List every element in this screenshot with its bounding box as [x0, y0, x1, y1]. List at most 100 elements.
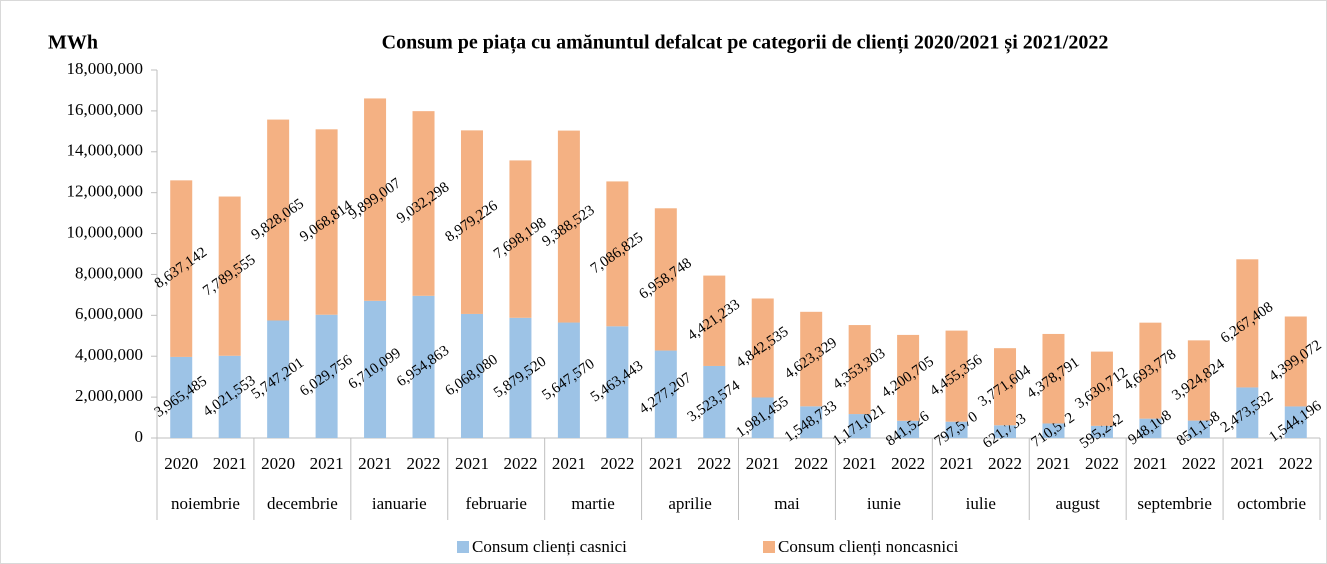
bar-segment [364, 300, 387, 438]
bar-segment [218, 355, 241, 438]
x-tick-label: 2022 [1085, 454, 1119, 473]
group-label: mai [774, 494, 800, 513]
bar-segment [1187, 340, 1210, 421]
bar-segment [364, 98, 387, 301]
x-tick-label: 2021 [358, 454, 392, 473]
group-label: ianuarie [372, 494, 427, 513]
x-tick-label: 2021 [1133, 454, 1167, 473]
bar-segment [1284, 316, 1307, 407]
x-tick-label: 2022 [600, 454, 634, 473]
y-tick-label: 8,000,000 [75, 263, 143, 282]
x-tick-label: 2021 [649, 454, 683, 473]
x-tick-label: 2021 [1230, 454, 1264, 473]
y-tick-label: 12,000,000 [67, 182, 144, 201]
bar-segment [654, 350, 677, 438]
bar-segment [1090, 351, 1113, 426]
bar-segment [897, 420, 920, 438]
bar-segment [994, 425, 1017, 438]
x-tick-label: 2021 [843, 454, 877, 473]
bar-segment [1042, 423, 1065, 438]
bar-segment [945, 421, 968, 438]
y-tick-label: 4,000,000 [75, 345, 143, 364]
x-tick-label: 2021 [940, 454, 974, 473]
group-label: noiembrie [171, 494, 240, 513]
bar-segment [606, 326, 629, 438]
bar-segment [654, 208, 677, 351]
bar-segment [800, 406, 823, 438]
bar-segment [1139, 418, 1162, 438]
bar-segment [848, 414, 871, 438]
bar-segment [751, 298, 774, 398]
x-tick-label: 2022 [503, 454, 537, 473]
group-label: aprilie [668, 494, 711, 513]
bar-segment [315, 314, 338, 438]
y-tick-label: 18,000,000 [67, 59, 144, 78]
bar-segment [1090, 425, 1113, 438]
group-label: martie [571, 494, 614, 513]
bar-segment [703, 275, 726, 366]
bar-segment [1139, 322, 1162, 419]
bar-segment [800, 311, 823, 407]
group-label: august [1056, 494, 1101, 513]
x-tick-label: 2020 [164, 454, 198, 473]
x-tick-label: 2021 [310, 454, 344, 473]
x-tick-label: 2021 [1036, 454, 1070, 473]
legend-label: Consum clienți casnici [472, 537, 627, 556]
bar-segment [945, 330, 968, 422]
group-label: septembrie [1137, 494, 1212, 513]
bar-segment [1187, 420, 1210, 438]
x-tick-label: 2022 [988, 454, 1022, 473]
legend-swatch [457, 541, 469, 553]
x-tick-label: 2021 [552, 454, 586, 473]
bar-segment [170, 356, 193, 438]
bar-segment [218, 196, 241, 356]
bar-segment [703, 365, 726, 438]
bar-segment [509, 160, 532, 318]
y-tick-label: 2,000,000 [75, 386, 143, 405]
x-tick-label: 2021 [746, 454, 780, 473]
bar-segment [170, 180, 193, 357]
y-tick-label: 6,000,000 [75, 304, 143, 323]
bar-segment [994, 348, 1017, 426]
bar-segment [1236, 259, 1259, 388]
bar-segment [751, 397, 774, 438]
y-tick-label: 16,000,000 [67, 100, 144, 119]
bar-segment [848, 325, 871, 415]
bar-segment [267, 320, 290, 438]
bar-segment [606, 181, 629, 327]
group-label: octombrie [1237, 494, 1306, 513]
bar-segment [557, 130, 580, 323]
x-tick-label: 2021 [455, 454, 489, 473]
x-tick-label: 2022 [794, 454, 828, 473]
group-label: februarie [466, 494, 527, 513]
bar-segment [412, 111, 435, 296]
bar-segment [1236, 387, 1259, 438]
x-tick-label: 2022 [1182, 454, 1216, 473]
bar-segment [1284, 406, 1307, 438]
x-tick-label: 2021 [213, 454, 247, 473]
legend-swatch [763, 541, 775, 553]
group-label: decembrie [267, 494, 338, 513]
bar-segment [1042, 333, 1065, 424]
x-tick-label: 2022 [697, 454, 731, 473]
bar-segment [897, 334, 920, 421]
x-tick-label: 2022 [407, 454, 441, 473]
y-axis-label: MWh [48, 32, 98, 54]
bar-segment [557, 322, 580, 438]
y-tick-label: 14,000,000 [67, 141, 144, 160]
bar-segment [412, 295, 435, 438]
bar-segment [509, 317, 532, 438]
x-tick-label: 2020 [261, 454, 295, 473]
bar-segment [315, 129, 338, 315]
bar-segment [460, 313, 483, 438]
group-label: iunie [867, 494, 901, 513]
y-tick-label: 10,000,000 [67, 222, 144, 241]
chart-title: Consum pe piața cu amănuntul defalcat pe… [382, 32, 1109, 55]
x-tick-label: 2022 [891, 454, 925, 473]
y-tick-label: 0 [135, 427, 144, 446]
x-tick-label: 2022 [1279, 454, 1313, 473]
bar-segment [460, 130, 483, 314]
legend-label: Consum clienți noncasnici [778, 537, 959, 556]
group-label: iulie [966, 494, 996, 513]
